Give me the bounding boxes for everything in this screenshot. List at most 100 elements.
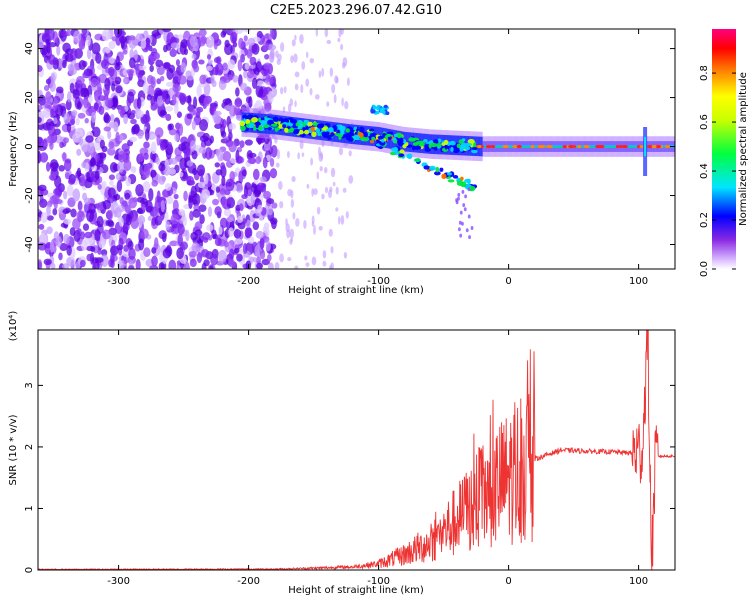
spectrogram-noise-mark	[118, 217, 124, 227]
carrier-bead	[444, 139, 449, 146]
spectrogram-y-ticks: -40 -20 0 20 40	[24, 42, 675, 253]
spectrogram-noise-mark	[86, 253, 93, 262]
spectrogram-noise-mark	[294, 34, 297, 41]
spectrogram-noise-mark	[335, 186, 339, 195]
spectrogram-noise-mark	[184, 262, 190, 269]
spectrogram-noise-mark	[150, 76, 156, 85]
x-tick-label: -100	[367, 276, 390, 287]
spectrogram-noise-mark	[230, 158, 237, 164]
spectrogram-noise-mark	[168, 128, 177, 136]
spectrogram-noise-mark	[38, 116, 42, 124]
carrier-bead	[293, 130, 299, 135]
carrier-bead	[436, 142, 442, 148]
spectrogram-noise-mark	[292, 212, 296, 220]
spectrogram-noise-mark	[225, 178, 235, 192]
carrier-bead	[461, 138, 466, 142]
carrier-bead	[251, 117, 258, 123]
spectrogram-noise-mark	[40, 212, 48, 223]
spectrogram-noise-mark	[122, 49, 128, 55]
spectrogram-noise-mark	[335, 207, 339, 212]
colorbar-tick-label: 0.8	[699, 65, 710, 81]
y-tick-label: 20	[24, 91, 35, 104]
carrier-peak-mark	[618, 144, 624, 149]
snr-x-label: Height of straight line (km)	[288, 585, 424, 596]
spectrogram-noise-mark	[289, 228, 295, 239]
spectrogram-noise-mark	[295, 217, 300, 227]
spectrogram-noise-mark	[262, 156, 268, 169]
spectrogram-noise-mark	[165, 105, 174, 112]
carrier-bead	[245, 118, 250, 125]
spectrogram-noise-mark	[235, 155, 243, 164]
spectrogram-noise-mark	[247, 37, 256, 46]
spectrogram-noise-mark	[331, 83, 336, 94]
carrier-bead	[406, 154, 411, 159]
spectrogram-noise-mark	[222, 98, 232, 105]
spectrogram-noise-mark	[257, 33, 265, 45]
carrier-bead	[414, 145, 422, 150]
spectrogram-noise-mark	[249, 56, 257, 66]
spectrogram-noise-mark	[340, 43, 344, 51]
carrier-tail-mark	[462, 203, 466, 208]
carrier-peak-mark	[639, 144, 644, 149]
spectrogram-noise-mark	[46, 41, 51, 54]
spectrogram-noise-mark	[156, 190, 161, 204]
carrier-bead	[425, 146, 430, 150]
carrier-bead	[281, 118, 288, 124]
carrier-bead	[244, 115, 248, 120]
spectrogram-noise-mark	[236, 253, 243, 262]
spectrogram-noise-mark	[263, 222, 270, 230]
spectrogram-noise-mark	[75, 261, 81, 269]
spectrogram-noise-mark	[218, 225, 223, 235]
spectrogram-noise-mark	[324, 29, 329, 38]
snr-y-multiplier: (x10⁴)	[8, 311, 19, 342]
spectrogram-noise-mark	[315, 29, 319, 37]
spectrogram-noise-mark	[91, 42, 101, 55]
spectrogram-noise-mark	[168, 167, 177, 175]
spectrogram-noise-mark	[269, 157, 275, 167]
spectrogram-noise-mark	[203, 172, 209, 185]
carrier-tail-mark	[467, 214, 471, 219]
spectrogram-noise-mark	[62, 152, 67, 162]
spectrogram-noise-mark	[62, 263, 70, 269]
spectrogram-noise-mark	[338, 147, 344, 156]
spectrogram-noise-mark	[119, 196, 124, 205]
carrier-body	[288, 116, 290, 137]
spectrogram-noise-mark	[206, 54, 212, 60]
spectrogram-noise-mark	[46, 204, 51, 217]
carrier-bead	[397, 142, 405, 147]
spectrogram-noise-mark	[47, 29, 55, 41]
spectrogram-noise-mark	[198, 29, 207, 37]
carrier-bead	[311, 122, 318, 126]
carrier-bead	[371, 136, 376, 141]
spectrogram-noise-mark	[63, 218, 72, 225]
spectrogram-noise-mark	[230, 31, 238, 44]
spectrogram-noise-mark	[143, 247, 151, 258]
carrier-peak-mark	[597, 144, 603, 149]
spectrogram-noise-mark	[278, 180, 283, 191]
spectrogram-noise-mark	[128, 57, 136, 69]
spectrogram-noise-mark	[240, 53, 246, 63]
spectrogram-noise-mark	[297, 152, 300, 160]
spectrogram-noise-mark	[117, 160, 125, 173]
spectrogram-noise-mark	[78, 59, 86, 71]
spectrogram-noise-mark	[232, 75, 239, 83]
spectrogram-noise-mark	[115, 85, 123, 94]
spectrogram-noise-mark	[117, 106, 126, 115]
spectrogram-noise-mark	[208, 234, 213, 241]
spectrogram-noise-mark	[90, 111, 97, 123]
spectrogram-noise-mark	[46, 226, 53, 235]
spectrogram-noise-mark	[214, 206, 222, 216]
spectrogram-noise-mark	[170, 42, 180, 49]
spectrogram-noise-mark	[135, 259, 141, 269]
spectrogram-noise-mark	[130, 118, 137, 125]
spectrogram-noise-mark	[179, 41, 187, 55]
spectrogram-noise-mark	[279, 253, 284, 263]
spectrogram-noise-mark	[77, 200, 83, 211]
spectrogram-noise-mark	[199, 74, 207, 85]
carrier-tail-mark	[464, 194, 467, 199]
spectrogram-noise-mark	[196, 85, 202, 97]
spectrogram-noise-mark	[235, 87, 240, 97]
spectrogram-noise-mark	[97, 248, 102, 255]
carrier-bead	[439, 167, 444, 172]
spectrogram-noise-mark	[99, 139, 105, 150]
